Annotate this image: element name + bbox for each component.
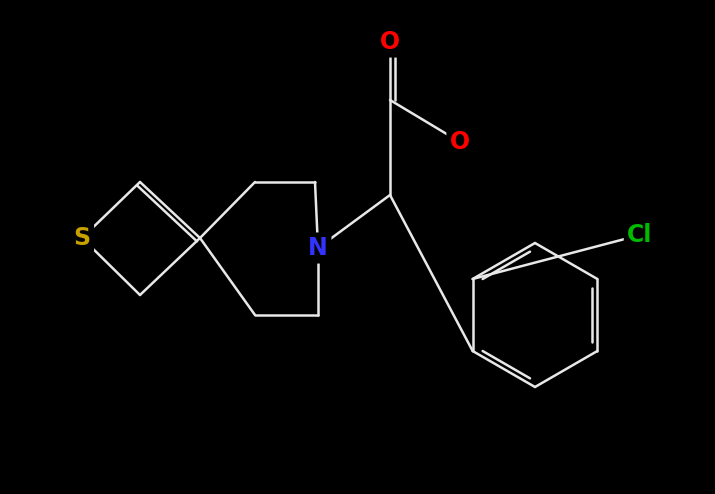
Text: S: S xyxy=(74,226,91,250)
Text: Cl: Cl xyxy=(627,223,653,247)
Text: N: N xyxy=(308,236,328,260)
Text: O: O xyxy=(380,30,400,54)
Text: O: O xyxy=(450,130,470,154)
